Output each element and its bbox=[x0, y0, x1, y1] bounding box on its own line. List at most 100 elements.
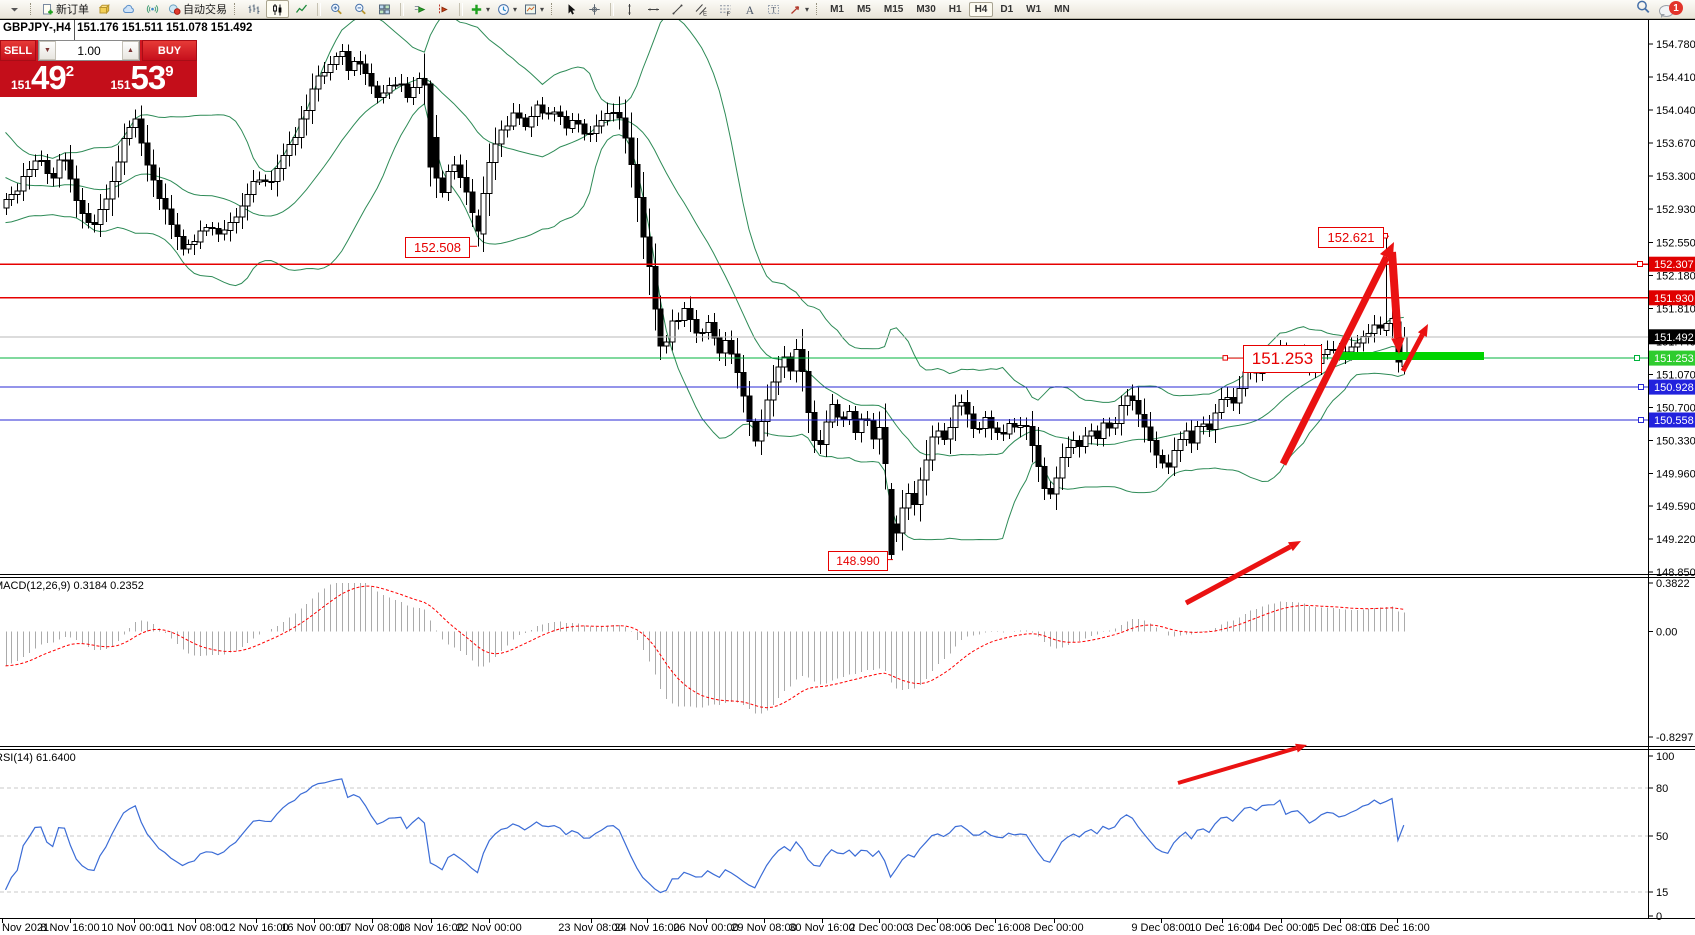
svg-text:2 Dec 00:00: 2 Dec 00:00 bbox=[849, 922, 908, 934]
text-label-button[interactable]: T bbox=[762, 0, 785, 18]
price-annotation[interactable]: 148.990 bbox=[828, 551, 888, 571]
one-click-trading-panel: SELL ▼ 1.00 ▲ BUY 151 49 2 151 53 9 bbox=[0, 40, 197, 97]
sell-price[interactable]: 151 49 2 bbox=[0, 61, 98, 97]
cursor-button[interactable] bbox=[559, 0, 582, 18]
periods-button[interactable]: ▾ bbox=[494, 0, 520, 18]
rsi-indicator-label: RSI(14) 61.6400 bbox=[0, 752, 76, 764]
chevron-down-icon: ▾ bbox=[513, 4, 518, 14]
candle-chart-button[interactable] bbox=[266, 0, 289, 18]
sell-button[interactable]: SELL bbox=[0, 40, 36, 61]
templates-button[interactable]: ▾ bbox=[521, 0, 547, 18]
buy-price-prefix: 151 bbox=[110, 78, 131, 92]
price-axis[interactable]: 154.780 154.410 154.040 153.670 153.300 152.9… bbox=[1648, 39, 1695, 579]
search-icon[interactable] bbox=[1636, 0, 1651, 20]
bar-chart-button[interactable] bbox=[242, 0, 265, 18]
trend-arrows[interactable] bbox=[1177, 242, 1428, 785]
svg-text:0.00: 0.00 bbox=[1656, 627, 1677, 639]
svg-text:26 Nov 00:00: 26 Nov 00:00 bbox=[673, 922, 738, 934]
line-chart-button[interactable] bbox=[290, 0, 313, 18]
chart-frame bbox=[0, 19, 1695, 919]
fibo-icon: F bbox=[720, 4, 732, 16]
market-button[interactable] bbox=[93, 0, 116, 18]
svg-text:6 Dec 16:00: 6 Dec 16:00 bbox=[965, 922, 1024, 934]
svg-text:100: 100 bbox=[1656, 751, 1674, 763]
horizontal-line-button[interactable] bbox=[642, 0, 665, 18]
svg-text:149.590: 149.590 bbox=[1656, 501, 1695, 513]
vline-icon bbox=[628, 3, 631, 15]
tile-windows-button[interactable] bbox=[373, 0, 396, 18]
buy-price-pip: 9 bbox=[165, 63, 174, 80]
channel-button[interactable]: E bbox=[690, 0, 713, 18]
toolbar-separator bbox=[610, 2, 615, 16]
price-annotation[interactable]: 152.508 bbox=[405, 237, 470, 258]
timeframe-mn-button[interactable]: MN bbox=[1054, 3, 1070, 15]
timeframe-m30-button[interactable]: M30 bbox=[916, 3, 936, 15]
timeframe-h1-button[interactable]: H1 bbox=[948, 3, 962, 15]
svg-text:151.810: 151.810 bbox=[1656, 304, 1695, 316]
crosshair-icon bbox=[589, 3, 600, 15]
toolbar-right-group: 1 bbox=[1636, 0, 1687, 19]
svg-text:10 Nov 00:00: 10 Nov 00:00 bbox=[101, 922, 166, 934]
zoom-in-button[interactable] bbox=[325, 0, 348, 18]
timeframe-m5-button[interactable]: M5 bbox=[856, 3, 871, 15]
volume-up-button[interactable]: ▲ bbox=[122, 41, 139, 60]
timeframe-w1-button[interactable]: W1 bbox=[1026, 3, 1042, 15]
svg-text:24 Nov 16:00: 24 Nov 16:00 bbox=[614, 922, 679, 934]
svg-text:154.780: 154.780 bbox=[1656, 39, 1695, 51]
svg-text:Nov 2021: Nov 2021 bbox=[2, 922, 49, 934]
buy-button[interactable]: BUY bbox=[142, 40, 197, 61]
volume-stepper[interactable]: ▼ 1.00 ▲ bbox=[38, 40, 140, 61]
vertical-line-button[interactable] bbox=[618, 0, 641, 18]
volume-down-button[interactable]: ▼ bbox=[39, 41, 56, 60]
toolbar-overflow-icon bbox=[11, 7, 18, 11]
sell-price-prefix: 151 bbox=[11, 78, 32, 92]
tile-windows-icon bbox=[379, 4, 390, 14]
chart-shift-button[interactable] bbox=[432, 0, 455, 18]
trendline-button[interactable] bbox=[666, 0, 689, 18]
svg-text:12 Nov 16:00: 12 Nov 16:00 bbox=[223, 922, 288, 934]
arrows-button[interactable]: ▾ bbox=[786, 0, 812, 18]
volume-value[interactable]: 1.00 bbox=[77, 43, 101, 58]
svg-text:148.850: 148.850 bbox=[1656, 567, 1695, 579]
svg-text:152.307: 152.307 bbox=[1654, 259, 1694, 271]
svg-text:15: 15 bbox=[1656, 887, 1668, 899]
buy-price[interactable]: 151 53 9 bbox=[99, 59, 197, 97]
fibonacci-button[interactable]: F bbox=[714, 0, 737, 18]
svg-text:152.930: 152.930 bbox=[1656, 204, 1695, 216]
svg-text:F: F bbox=[727, 12, 731, 16]
toolbar-grip bbox=[551, 3, 555, 15]
new-order-button[interactable]: 新订单 bbox=[38, 0, 92, 18]
timeframe-h4-button[interactable]: H4 bbox=[968, 1, 994, 17]
text-button[interactable]: A bbox=[738, 0, 761, 18]
price-annotation[interactable]: 152.621 bbox=[1318, 227, 1384, 248]
svg-text:10 Dec 16:00: 10 Dec 16:00 bbox=[1189, 922, 1254, 934]
svg-text:18 Nov 16:00: 18 Nov 16:00 bbox=[398, 922, 463, 934]
timeframe-d1-button[interactable]: D1 bbox=[1000, 3, 1014, 15]
toolbar-overflow-button[interactable] bbox=[3, 0, 26, 18]
bar-chart-icon bbox=[248, 4, 260, 14]
rsi-panel: 100 80 50 15 0 bbox=[0, 751, 1674, 923]
autoscroll-button[interactable] bbox=[408, 0, 431, 18]
signals-button[interactable] bbox=[141, 0, 164, 18]
zoom-out-button[interactable] bbox=[349, 0, 372, 18]
macd-signal-line bbox=[5, 585, 1404, 709]
svg-text:-0.8297: -0.8297 bbox=[1656, 732, 1693, 744]
chart-shift-icon bbox=[439, 4, 448, 14]
template-icon bbox=[525, 4, 537, 14]
buy-price-big: 53 bbox=[130, 59, 167, 96]
timeframe-m1-button[interactable]: M1 bbox=[830, 3, 844, 15]
community-button[interactable] bbox=[117, 0, 140, 18]
text-icon: A bbox=[746, 4, 755, 15]
svg-text:151.492: 151.492 bbox=[1654, 332, 1694, 344]
svg-text:14 Dec 00:00: 14 Dec 00:00 bbox=[1248, 922, 1313, 934]
notification-bubble[interactable]: 1 bbox=[1659, 1, 1687, 18]
crosshair-button[interactable] bbox=[583, 0, 606, 18]
autotrade-button[interactable]: 自动交易 bbox=[165, 0, 230, 18]
indicators-button[interactable]: ▾ bbox=[467, 0, 493, 18]
price-annotation[interactable]: 151.253 bbox=[1243, 345, 1322, 373]
timeframe-m15-button[interactable]: M15 bbox=[883, 3, 904, 15]
zoom-in-icon bbox=[331, 3, 342, 14]
